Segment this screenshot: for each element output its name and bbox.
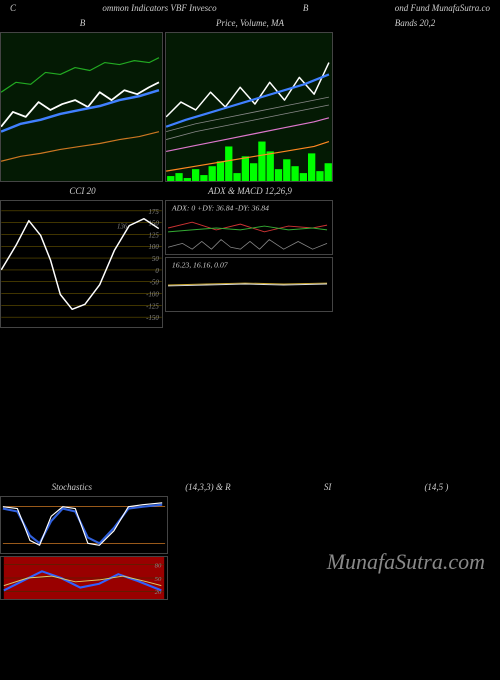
chart-price: [165, 32, 333, 182]
svg-text:0: 0: [155, 268, 159, 275]
lbl-price: Price, Volume, MA: [165, 18, 335, 28]
stoch-labels: Stochastics (14,3,3) & R SI (14,5 ): [0, 480, 500, 494]
lbl-si: SI: [324, 482, 332, 492]
svg-text:-50: -50: [150, 280, 160, 287]
row1-charts: [0, 32, 500, 182]
chart-cci: 175150125100500-50-100-125-150136: [0, 200, 163, 328]
svg-text:16.23, 16.16, 0.07: 16.23, 16.16, 0.07: [172, 261, 229, 270]
chart-stoch-upper: [0, 496, 168, 554]
hdr-c: C: [10, 3, 16, 13]
hdr-mid1: ommon Indicators VBF Invesco: [102, 3, 216, 13]
lbl-adx: ADX & MACD 12,26,9: [165, 186, 335, 196]
svg-text:80: 80: [155, 563, 162, 570]
right-col: ADX: 0 +DY: 36.84 -DY: 36.84 16.23, 16.1…: [165, 200, 333, 328]
svg-text:175: 175: [148, 209, 159, 216]
svg-text:-150: -150: [146, 315, 159, 322]
row1-labels: B Price, Volume, MA Bands 20,2: [0, 16, 500, 30]
hdr-b: B: [303, 3, 309, 13]
svg-text:125: 125: [148, 232, 159, 239]
lbl-b: B: [0, 18, 165, 28]
stoch-row: 805020: [0, 496, 500, 600]
svg-text:-100: -100: [146, 291, 159, 298]
row2-charts: 175150125100500-50-100-125-150136 ADX: 0…: [0, 200, 500, 328]
svg-text:150: 150: [148, 221, 159, 228]
svg-text:50: 50: [155, 576, 162, 583]
svg-text:100: 100: [148, 244, 159, 251]
lbl-stoch: Stochastics: [52, 482, 93, 492]
lbl-stoch-p1: (14,3,3) & R: [185, 482, 231, 492]
svg-text:50: 50: [152, 256, 159, 263]
row2-labels: CCI 20 ADX & MACD 12,26,9: [0, 184, 500, 198]
stoch-col: 805020: [0, 496, 168, 600]
lbl-bands: Bands 20,2: [335, 18, 495, 28]
hdr-right: ond Fund MunafaSutra.co: [395, 3, 490, 13]
chart-stoch-lower: 805020: [0, 556, 168, 600]
page-header: C ommon Indicators VBF Invesco B ond Fun…: [0, 0, 500, 16]
chart-bands: [0, 32, 163, 182]
lbl-stoch-p2: (14,5 ): [424, 482, 448, 492]
lbl-cci: CCI 20: [0, 186, 165, 196]
svg-text:-125: -125: [146, 303, 159, 310]
chart-adx: ADX: 0 +DY: 36.84 -DY: 36.84: [165, 200, 333, 255]
spacer: [0, 330, 500, 480]
chart-macd: 16.23, 16.16, 0.07: [165, 257, 333, 312]
svg-text:ADX: 0 +DY: 36.84 -DY: 36.: ADX: 0 +DY: 36.84 -DY: 36.84: [171, 204, 269, 213]
watermark: MunafaSutra.com: [327, 549, 485, 575]
